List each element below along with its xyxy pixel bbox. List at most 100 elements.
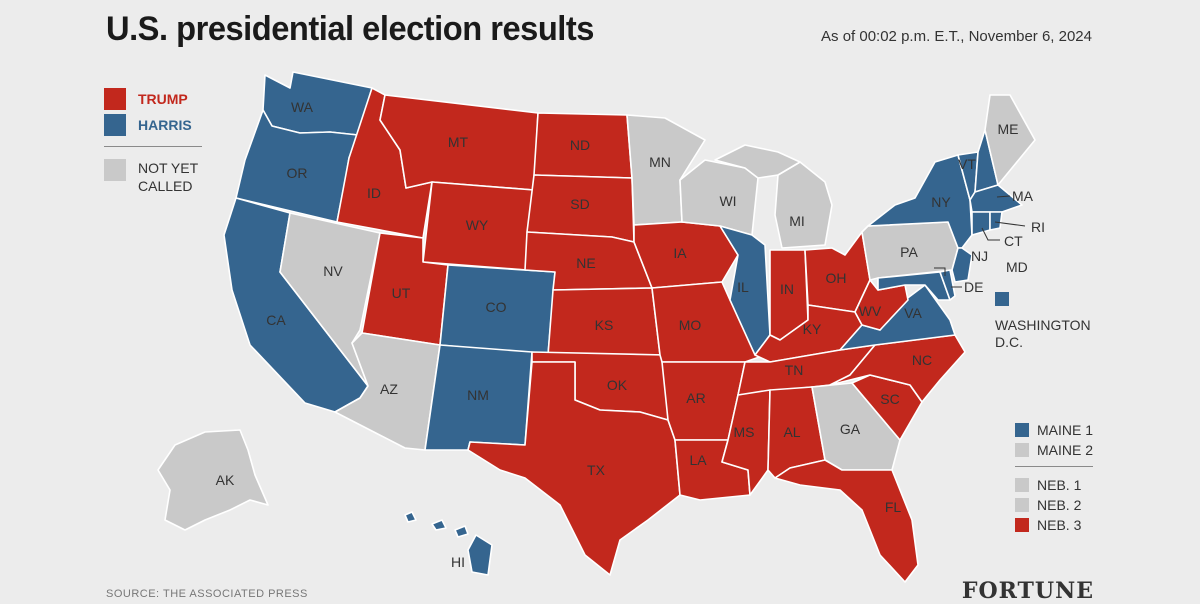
label-AZ: AZ (380, 381, 398, 397)
legend-item-trump: TRUMP (104, 86, 204, 112)
label-WY: WY (466, 217, 489, 233)
legend-item-not-called: NOT YET CALLED (104, 159, 204, 195)
label-CA: CA (266, 312, 286, 328)
state-AK[interactable] (157, 429, 269, 531)
label-SC: SC (880, 391, 899, 407)
state-HI-maui[interactable] (454, 525, 469, 538)
district-swatch-neb-3 (1015, 518, 1029, 532)
state-MI-upper[interactable] (714, 144, 801, 179)
legend-swatch-harris (104, 114, 126, 136)
label-ME: ME (998, 121, 1019, 137)
district-legend: MAINE 1 MAINE 2 NEB. 1 NEB. 2 NEB. 3 (1015, 420, 1095, 535)
label-NE: NE (576, 255, 595, 271)
label-MN: MN (649, 154, 671, 170)
legend-label-not-called-line1: NOT YET (138, 160, 199, 176)
label-CO: CO (486, 299, 507, 315)
legend-label-trump: TRUMP (138, 91, 188, 107)
state-HI-kauai[interactable] (404, 511, 417, 523)
district-item-neb-2: NEB. 2 (1015, 495, 1095, 515)
label-OH: OH (826, 270, 847, 286)
label-MI: MI (789, 213, 805, 229)
legend-label-harris: HARRIS (138, 117, 192, 133)
label-MT: MT (448, 134, 469, 150)
label-OK: OK (607, 377, 628, 393)
state-HI-oahu[interactable] (431, 519, 447, 531)
label-IA: IA (673, 245, 687, 261)
label-WI: WI (719, 193, 736, 209)
fortune-logo: FORTUNE (961, 578, 1094, 604)
state-NJ[interactable] (951, 247, 973, 283)
label-KS: KS (595, 317, 614, 333)
source-note: SOURCE: THE ASSOCIATED PRESS (106, 588, 308, 600)
label-MD: MD (1006, 259, 1028, 275)
label-MA: MA (1012, 188, 1034, 204)
label-RI: RI (1031, 219, 1045, 235)
label-VT: VT (958, 156, 976, 172)
as-of-timestamp: As of 00:02 p.m. E.T., November 6, 2024 (821, 28, 1092, 45)
leader-md (934, 267, 946, 276)
label-ID: ID (367, 185, 381, 201)
legend-item-harris: HARRIS (104, 112, 204, 138)
label-HI: HI (451, 554, 465, 570)
district-divider (1015, 466, 1093, 467)
district-label-maine-2: MAINE 2 (1037, 442, 1094, 458)
state-ME[interactable] (984, 94, 1036, 186)
label-TX: TX (587, 462, 606, 478)
state-MI[interactable] (774, 161, 833, 249)
dc-swatch (995, 292, 1009, 306)
state-WV[interactable] (854, 279, 909, 331)
district-swatch-neb-1 (1015, 478, 1029, 492)
state-HI-big[interactable] (467, 534, 493, 576)
dc-indicator: WASHINGTON D.C. (995, 292, 1091, 351)
label-VA: VA (904, 305, 922, 321)
label-UT: UT (392, 285, 411, 301)
district-swatch-maine-1 (1015, 423, 1029, 437)
state-TX[interactable] (467, 361, 681, 576)
label-MS: MS (734, 424, 755, 440)
state-MO[interactable] (651, 281, 766, 363)
leader-ri (994, 221, 1026, 227)
label-WA: WA (291, 99, 314, 115)
label-NC: NC (912, 352, 932, 368)
label-WV: WV (859, 303, 882, 319)
label-AR: AR (686, 390, 705, 406)
label-TN: TN (785, 362, 804, 378)
district-item-maine-1: MAINE 1 (1015, 420, 1095, 440)
district-label-maine-1: MAINE 1 (1037, 422, 1094, 438)
label-PA: PA (900, 244, 918, 260)
district-swatch-maine-2 (1015, 443, 1029, 457)
label-NV: NV (323, 263, 343, 279)
legend-swatch-trump (104, 88, 126, 110)
label-AK: AK (216, 472, 235, 488)
state-NC[interactable] (829, 334, 966, 403)
label-SD: SD (570, 196, 589, 212)
legend-swatch-not-called (104, 159, 126, 181)
label-MO: MO (679, 317, 702, 333)
state-WI[interactable] (679, 159, 759, 236)
label-ND: ND (570, 137, 590, 153)
dc-label-line2: D.C. (995, 334, 1023, 350)
label-AL: AL (783, 424, 800, 440)
state-FL[interactable] (774, 459, 919, 583)
dc-label-line1: WASHINGTON (995, 317, 1091, 333)
label-FL: FL (885, 499, 902, 515)
leader-ma (996, 195, 1011, 198)
state-CT[interactable] (971, 211, 991, 236)
page-title: U.S. presidential election results (106, 10, 594, 48)
dc-label: WASHINGTON D.C. (995, 317, 1091, 351)
district-item-neb-3: NEB. 3 (1015, 515, 1095, 535)
label-NM: NM (467, 387, 489, 403)
legend-label-not-called-line2: CALLED (138, 178, 193, 194)
label-DE: DE (964, 279, 983, 295)
legend: TRUMP HARRIS NOT YET CALLED (104, 86, 204, 195)
label-KY: KY (803, 321, 822, 337)
district-item-maine-2: MAINE 2 (1015, 440, 1095, 460)
state-WA[interactable] (262, 71, 373, 136)
label-NJ: NJ (971, 248, 988, 264)
district-item-neb-1: NEB. 1 (1015, 475, 1095, 495)
state-RI[interactable] (989, 211, 1003, 231)
legend-label-not-called: NOT YET CALLED (138, 159, 198, 195)
district-label-neb-2: NEB. 2 (1037, 497, 1082, 513)
state-DE[interactable] (939, 269, 956, 301)
